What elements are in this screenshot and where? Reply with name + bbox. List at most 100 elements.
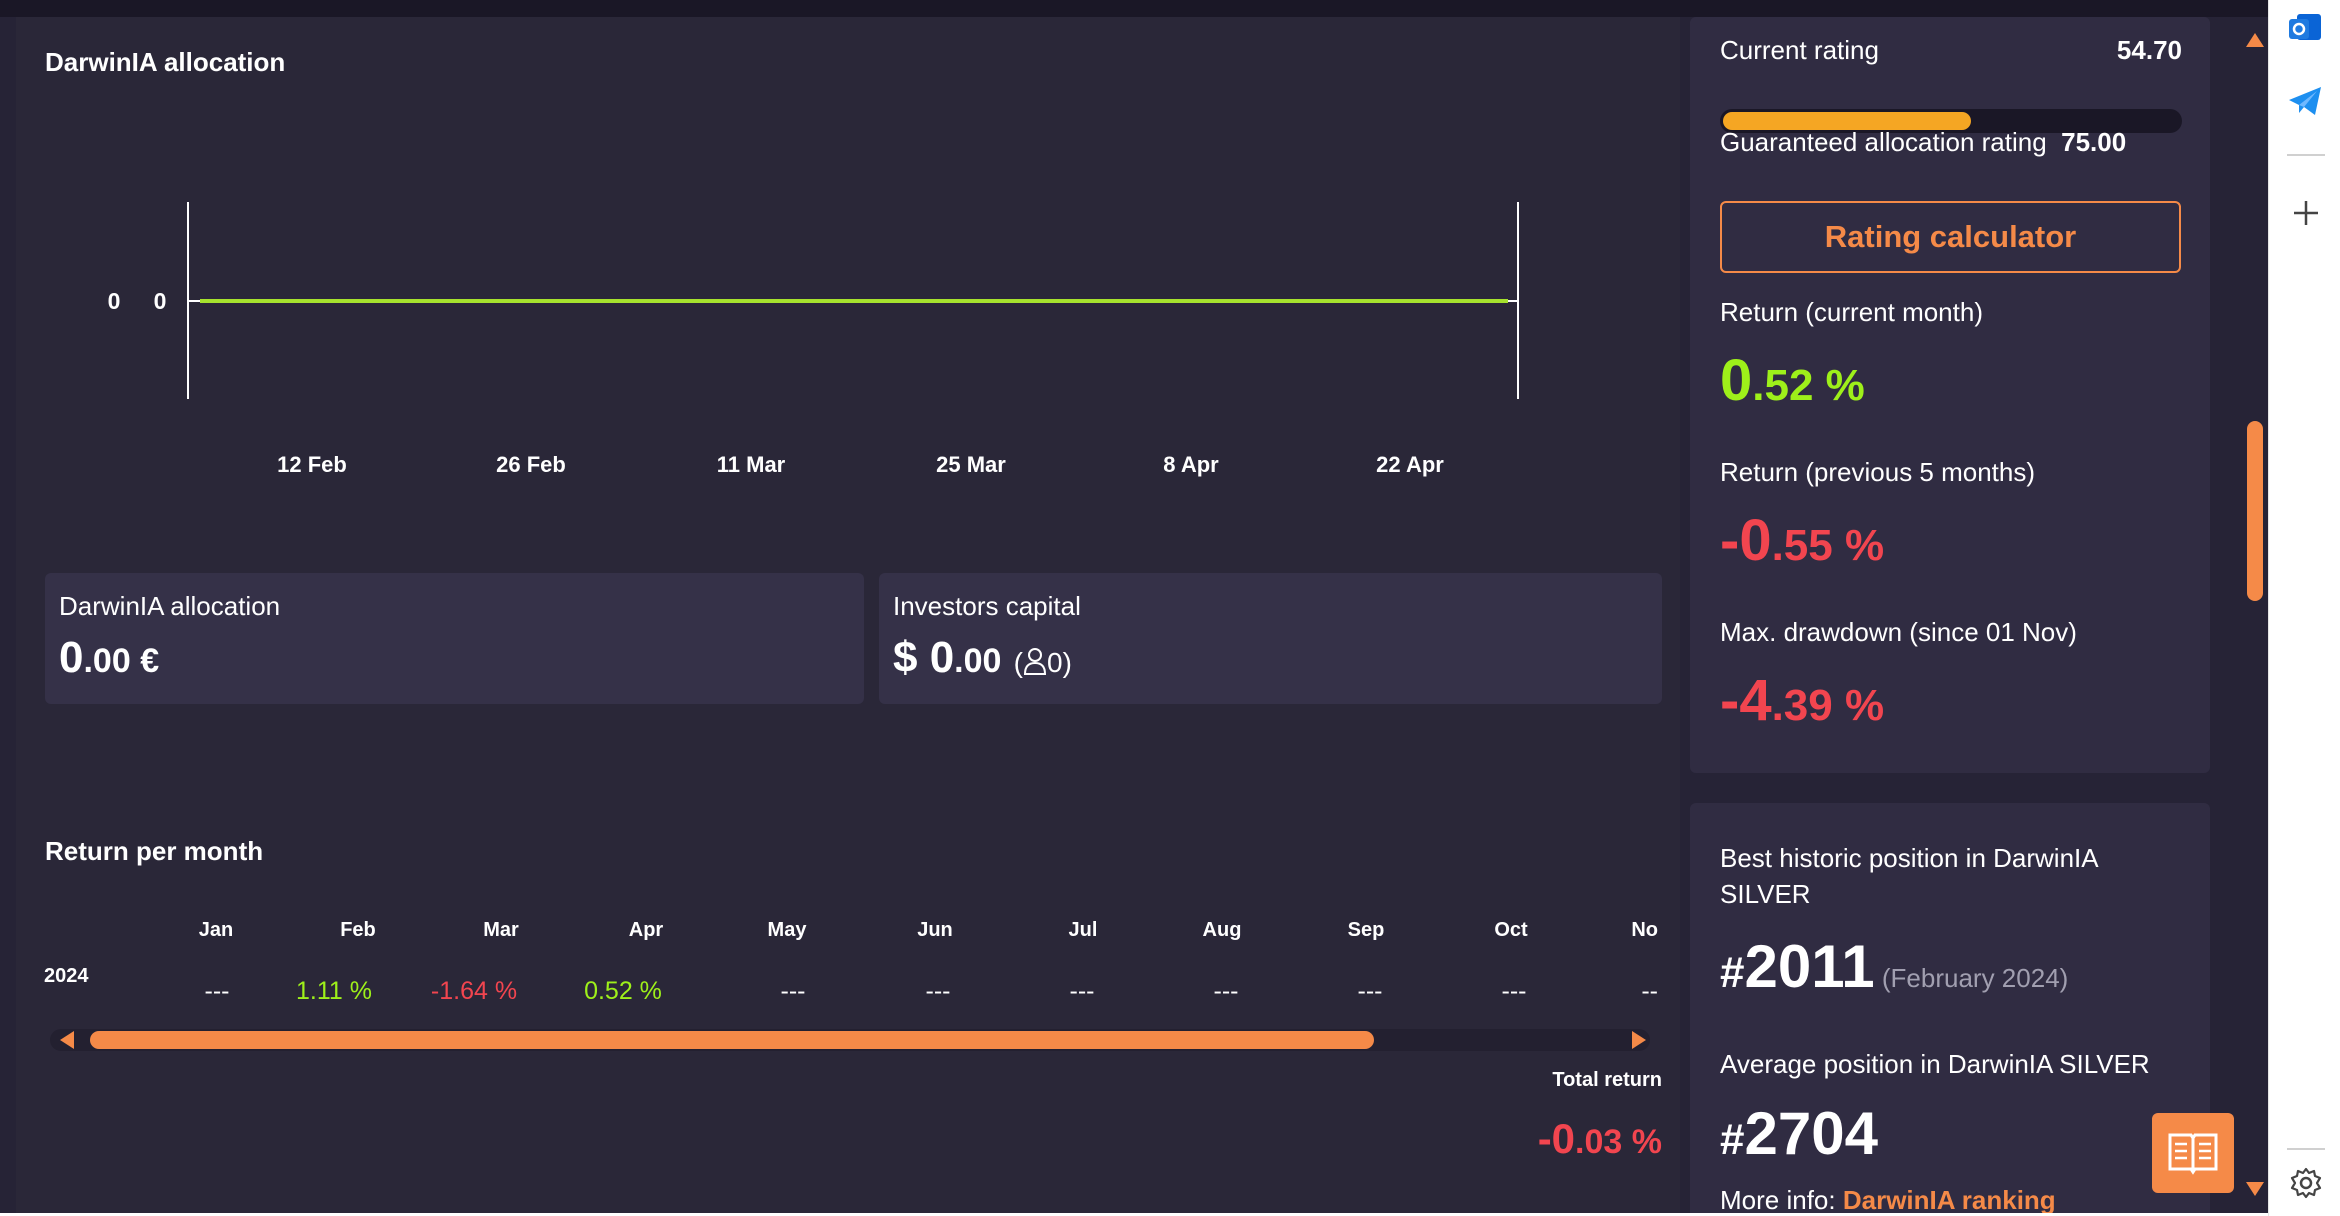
telegram-icon[interactable] xyxy=(2287,84,2323,118)
month-value: -- xyxy=(1641,977,1658,1005)
guaranteed-rating-label: Guaranteed allocation rating xyxy=(1720,127,2047,157)
scroll-right-icon[interactable] xyxy=(1630,1030,1648,1050)
position-card xyxy=(1690,803,2210,1213)
hash-sign: # xyxy=(1720,1115,1745,1164)
month-value: 1.11 % xyxy=(296,977,372,1005)
chart-title: DarwinIA allocation xyxy=(45,47,286,77)
outlook-icon[interactable] xyxy=(2287,10,2323,46)
x-tick-label: 11 Mar xyxy=(717,452,786,477)
allocation-card: DarwinIA allocation 0.00 € xyxy=(45,573,864,704)
more-info-label: More info: xyxy=(1720,1185,1836,1213)
month-value: --- xyxy=(925,977,951,1005)
month-header: Jan xyxy=(198,919,234,941)
month-value: --- xyxy=(1213,977,1239,1005)
return-current-month-fraction: .52 % xyxy=(1752,361,1865,410)
hash-sign: # xyxy=(1720,948,1745,997)
investors-open-paren: ( xyxy=(1013,647,1023,678)
max-drawdown-whole: -4 xyxy=(1720,668,1772,733)
horizontal-scrollbar-thumb[interactable] xyxy=(90,1031,1374,1049)
return-prev5-fraction: .55 % xyxy=(1771,521,1885,570)
month-header: May xyxy=(767,919,807,941)
month-value: --- xyxy=(780,977,806,1005)
top-bar xyxy=(0,0,2268,17)
allocation-value-whole: 0 xyxy=(59,633,84,682)
return-prev5-value: -0.55 % xyxy=(1720,507,1884,574)
return-prev5-whole: -0 xyxy=(1720,508,1772,573)
best-position-value: 2011 xyxy=(1744,933,1875,1000)
best-position: #2011 (February 2024) xyxy=(1720,932,2068,1001)
x-tick-label: 22 Apr xyxy=(1376,452,1444,477)
return-prev5-label: Return (previous 5 months) xyxy=(1720,457,2036,487)
user-icon xyxy=(1023,648,1047,675)
y-tick-label: 0 xyxy=(108,288,121,314)
max-drawdown-value: -4.39 % xyxy=(1720,667,1884,734)
month-value: --- xyxy=(1069,977,1095,1005)
avg-position: #2704 xyxy=(1720,1099,1878,1168)
month-header: No xyxy=(1631,919,1658,941)
allocation-value-fraction: .00 € xyxy=(83,642,160,680)
vertical-scrollbar-thumb[interactable] xyxy=(2247,421,2263,601)
return-current-month-value: 0.52 % xyxy=(1720,347,1865,414)
month-value: --- xyxy=(1357,977,1383,1005)
scroll-left-icon[interactable] xyxy=(58,1030,76,1050)
month-header: Sep xyxy=(1347,919,1385,941)
x-tick-label: 26 Feb xyxy=(496,452,566,477)
year-label: 2024 xyxy=(44,965,89,987)
total-return-label: Total return xyxy=(1552,1069,1662,1091)
investors-card: Investors capital $ 0.00 (0) xyxy=(879,573,1662,704)
best-position-date: (February 2024) xyxy=(1881,963,2069,993)
rating-calculator-button[interactable]: Rating calculator xyxy=(1720,201,2181,273)
avg-position-value: 2704 xyxy=(1744,1100,1878,1167)
total-return-whole: -0 xyxy=(1537,1115,1576,1162)
darwinia-ranking-link[interactable]: DarwinIA ranking xyxy=(1842,1185,2056,1213)
month-header: Jun xyxy=(917,919,953,941)
scroll-up-icon[interactable] xyxy=(2244,31,2266,49)
rating-card xyxy=(1690,17,2210,773)
month-value: --- xyxy=(1501,977,1527,1005)
month-value: 0.52 % xyxy=(584,977,662,1005)
guaranteed-rating: Guaranteed allocation rating 75.00 xyxy=(1720,127,2126,158)
more-info: More info: DarwinIA ranking xyxy=(1720,1185,2056,1213)
returns-title: Return per month xyxy=(45,836,264,866)
max-drawdown-fraction: .39 % xyxy=(1771,681,1885,730)
return-current-month-whole: 0 xyxy=(1720,348,1753,413)
investors-value-fraction: .00 xyxy=(954,642,1002,680)
investors-count: (0) xyxy=(1014,647,1072,678)
best-position-label-2: SILVER xyxy=(1720,879,1811,909)
allocation-chart: 0 0 12 Feb 26 Feb 11 Mar 25 Mar 8 Apr 22… xyxy=(108,202,1519,477)
allocation-card-label: DarwinIA allocation xyxy=(59,591,281,621)
x-tick-label: 12 Feb xyxy=(277,452,347,477)
total-return-value: -0.03 % xyxy=(1400,1115,1662,1163)
rating-progress-fill xyxy=(1723,112,1971,130)
x-tick-label: 25 Mar xyxy=(936,452,1006,477)
investors-value: $ 0.00 (0) xyxy=(893,633,1072,683)
month-header: Apr xyxy=(628,919,664,941)
y-tick-label: 0 xyxy=(154,288,167,314)
guide-button[interactable] xyxy=(2152,1113,2234,1193)
plus-icon[interactable] xyxy=(2291,198,2321,228)
month-header: Aug xyxy=(1202,919,1242,941)
month-value: --- xyxy=(204,977,230,1005)
book-icon xyxy=(2168,1133,2218,1175)
return-current-month-label: Return (current month) xyxy=(1720,297,1983,327)
investors-count-value: 0) xyxy=(1047,647,1072,678)
investors-card-label: Investors capital xyxy=(893,591,1081,621)
settings-icon[interactable] xyxy=(2289,1166,2323,1200)
x-tick-label: 8 Apr xyxy=(1163,452,1219,477)
scroll-down-icon[interactable] xyxy=(2244,1180,2266,1198)
guaranteed-rating-value: 75.00 xyxy=(2061,127,2127,157)
sidebar-divider xyxy=(2287,154,2325,156)
app-content: DarwinIA allocation 0 0 12 Feb 26 Feb 11… xyxy=(0,17,2268,1213)
investors-value-whole: $ 0 xyxy=(893,633,955,682)
month-header: Mar xyxy=(483,919,519,941)
sidebar-divider xyxy=(2287,1148,2325,1150)
total-return-fraction: .03 % xyxy=(1575,1123,1662,1161)
current-rating-label: Current rating xyxy=(1720,35,1879,65)
allocation-value: 0.00 € xyxy=(59,633,159,683)
month-header: Feb xyxy=(340,919,376,941)
browser-sidebar xyxy=(2268,0,2340,1216)
current-rating-value: 54.70 xyxy=(2116,35,2182,65)
month-header: Jul xyxy=(1068,919,1098,941)
max-drawdown-label: Max. drawdown (since 01 Nov) xyxy=(1720,617,2077,647)
best-position-label: Best historic position in DarwinIA xyxy=(1720,843,2099,873)
